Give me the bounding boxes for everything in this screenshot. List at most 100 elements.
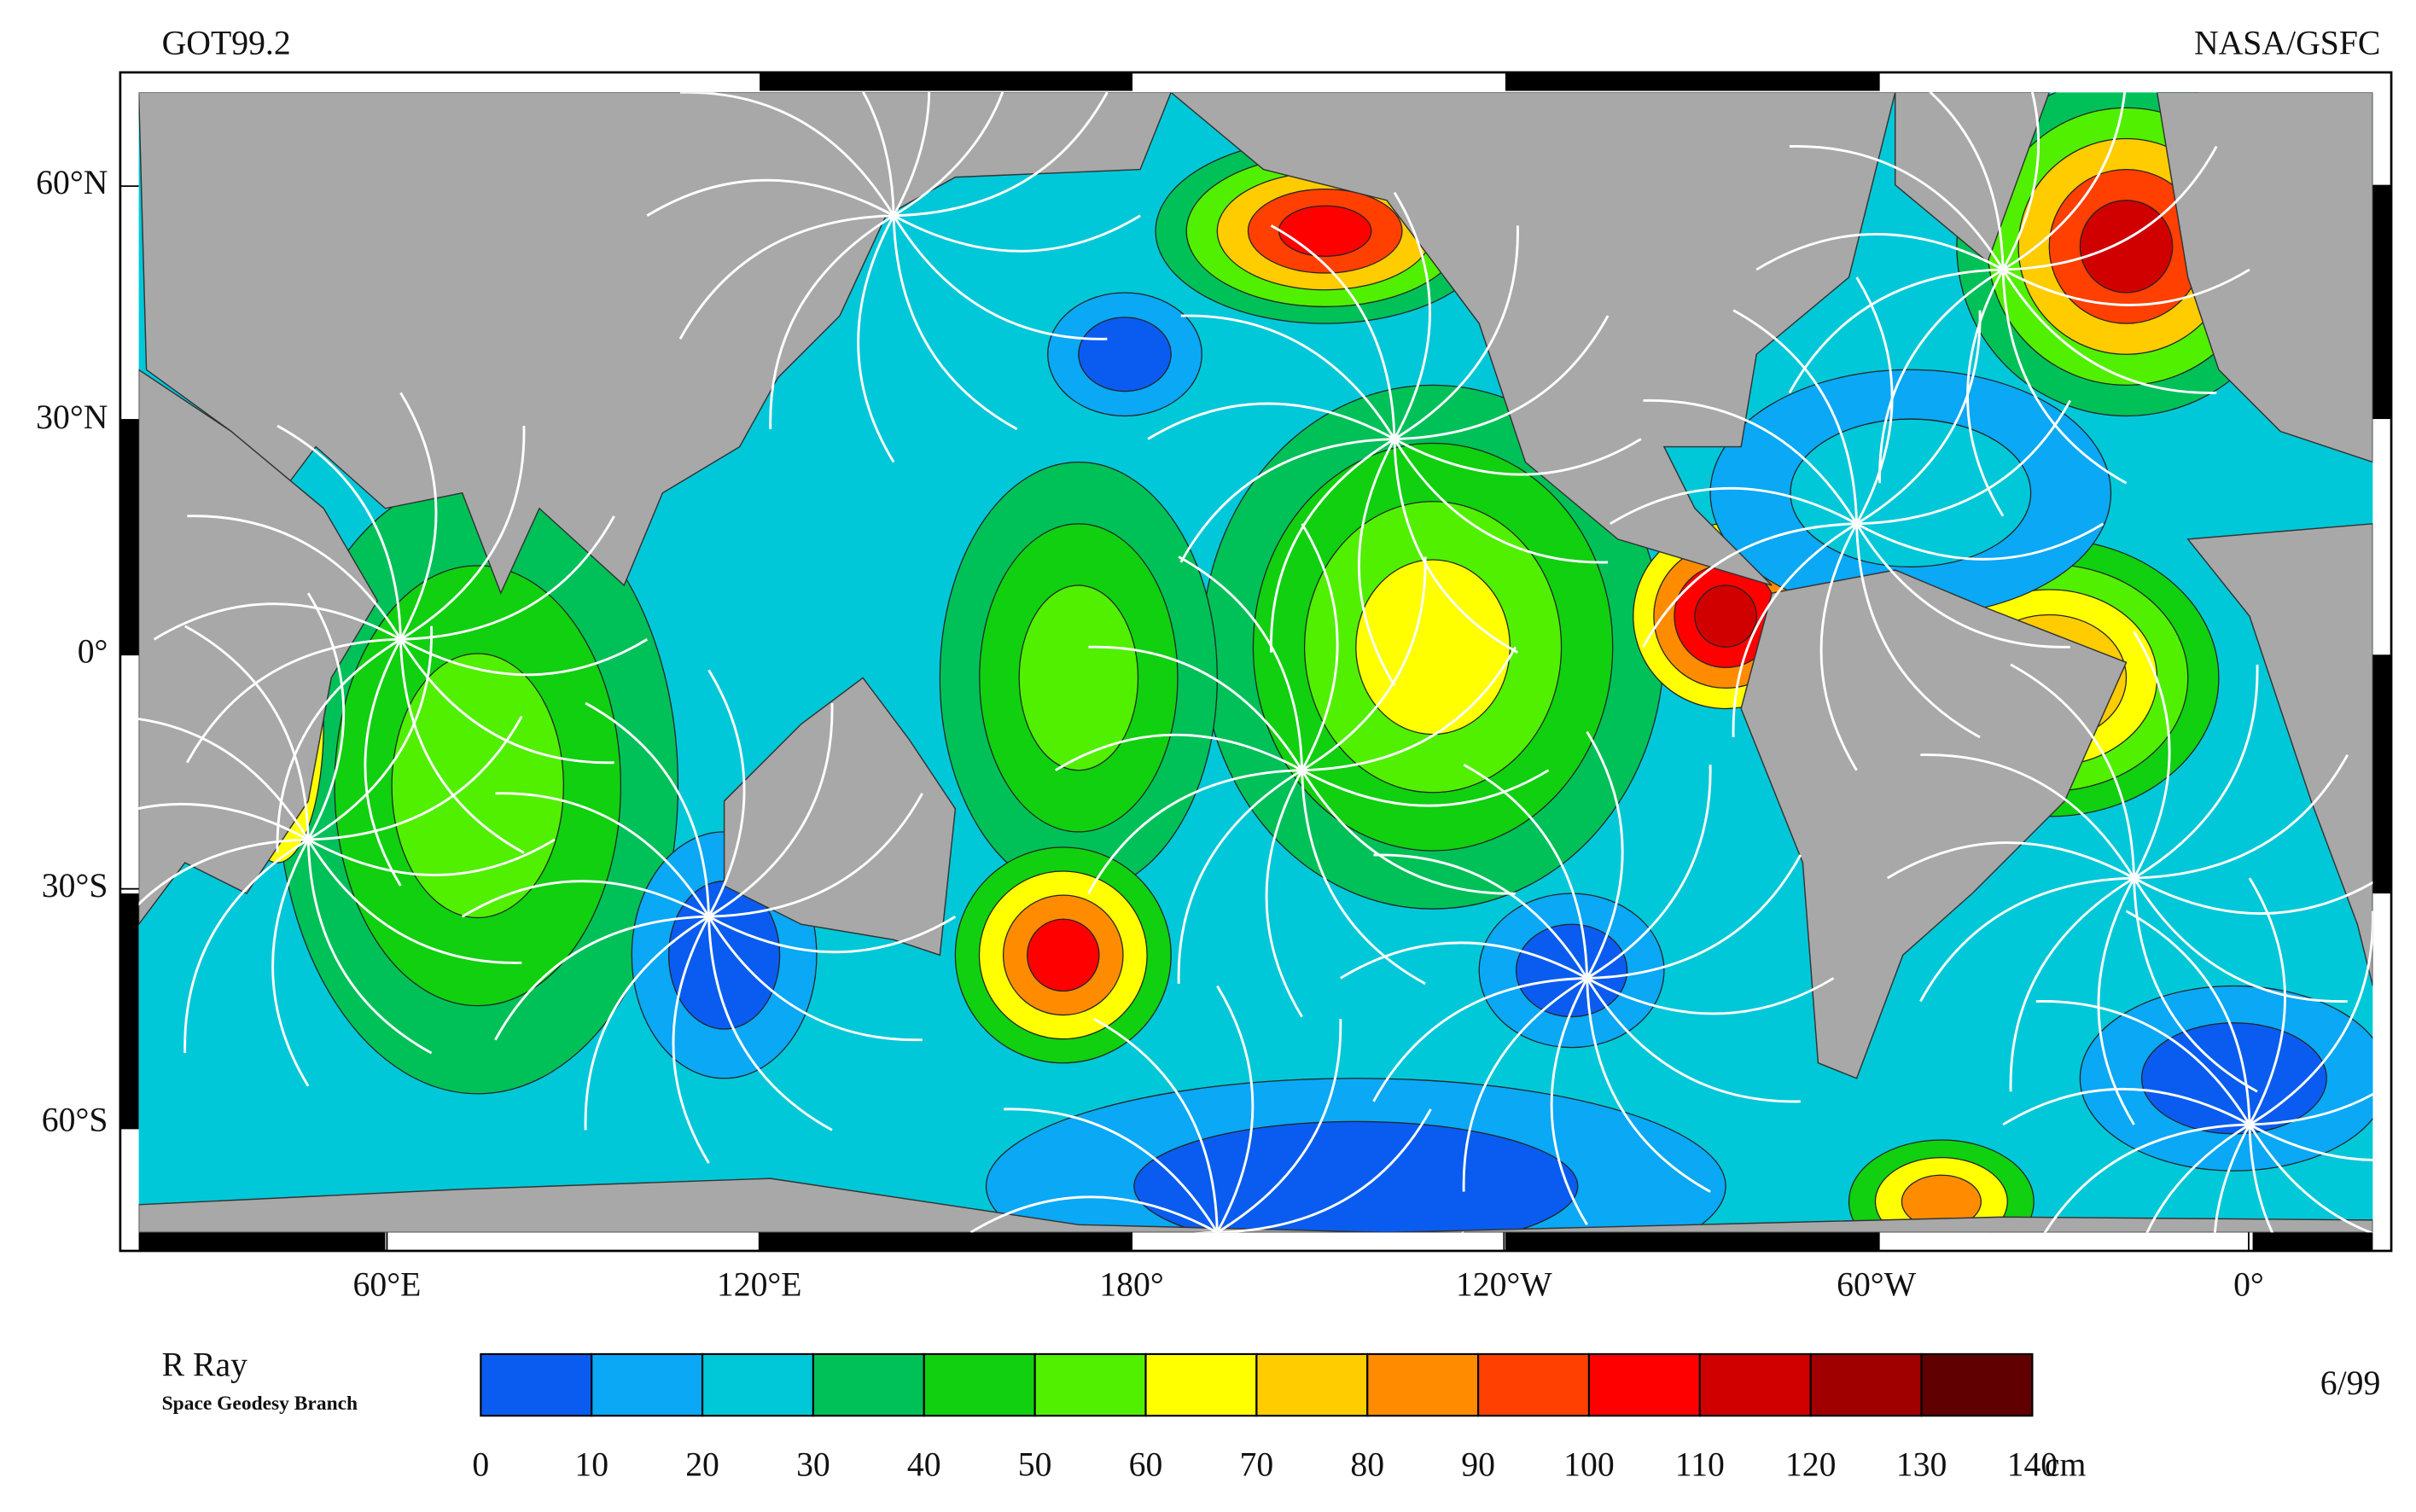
cotidal-line xyxy=(1147,402,1395,440)
cotidal-line xyxy=(187,515,402,640)
title: GOT99.2 xyxy=(162,24,291,61)
cotidal-line xyxy=(1394,225,1519,440)
group: Space Geodesy Branch xyxy=(162,1393,358,1415)
cotidal-line xyxy=(2001,269,2217,394)
cotidal-line xyxy=(646,178,894,218)
cotidal-line xyxy=(672,916,710,1164)
map-area xyxy=(138,92,2373,1233)
cotidal-line xyxy=(1586,978,1711,1193)
continents xyxy=(138,92,2373,1233)
author: R Ray xyxy=(162,1346,248,1383)
colorbar-bin xyxy=(1255,1352,1369,1417)
colorbar-bin xyxy=(480,1352,593,1417)
cotidal-line xyxy=(1393,439,1519,654)
cotidal-line xyxy=(2002,268,2250,306)
cotidal-line xyxy=(969,1195,1219,1233)
lon-label: 180° xyxy=(1099,1265,1163,1303)
cotidal-line xyxy=(1755,232,2004,271)
cotidal-line xyxy=(707,669,746,917)
cotidal-line xyxy=(1088,645,1303,771)
zone xyxy=(1355,559,1511,736)
cotidal-line xyxy=(1886,841,2135,880)
cotidal-line xyxy=(893,214,1141,253)
cotidal-line xyxy=(1270,438,1395,653)
colorbar-bin xyxy=(812,1352,925,1417)
lon-label: 0° xyxy=(2233,1265,2264,1303)
cotidal-line xyxy=(2248,1124,2274,1233)
colorbar-label: 110 xyxy=(1675,1446,1725,1484)
colorbar-label: 80 xyxy=(1350,1446,1384,1484)
cotidal-line xyxy=(1856,399,2071,526)
colorbar-label: 10 xyxy=(574,1446,608,1484)
cotidal-line xyxy=(2133,878,2258,1093)
cotidal-line xyxy=(1301,770,1426,986)
colorbar-bin xyxy=(1920,1352,2034,1417)
colorbar-label: 0 xyxy=(472,1446,489,1484)
cotidal-line xyxy=(2035,1000,2251,1125)
lon-label: 120°E xyxy=(717,1265,802,1303)
cotidal-line xyxy=(307,625,434,841)
colorbar-bin xyxy=(1477,1352,1591,1417)
colorbar-bin xyxy=(1033,1352,1147,1417)
cotidal-lines xyxy=(138,92,2373,1233)
cotidal-line xyxy=(1180,314,1396,440)
cotidal-line xyxy=(1819,523,1858,771)
colorbar-label: 50 xyxy=(1018,1446,1052,1484)
cotidal-line xyxy=(1586,854,1802,980)
cotidal-line xyxy=(1372,976,1587,1102)
cotidal-line xyxy=(399,426,526,641)
cotidal-line xyxy=(892,215,1108,340)
cotidal-line xyxy=(138,838,309,906)
zone xyxy=(1694,584,1757,648)
cotidal-line xyxy=(861,92,895,216)
colorbar-label: 40 xyxy=(907,1446,941,1484)
cotidal-line xyxy=(2248,877,2286,1125)
cotidal-line xyxy=(857,215,895,463)
cotidal-line xyxy=(306,839,433,1055)
cotidal-line xyxy=(1055,733,1303,771)
cotidal-line xyxy=(1394,438,1642,476)
cotidal-line xyxy=(1855,523,1981,739)
cotidal-line xyxy=(2249,910,2373,1126)
cotidal-line xyxy=(399,637,649,677)
lat-label: 0° xyxy=(78,632,108,670)
colorbar-label: 90 xyxy=(1461,1446,1495,1484)
zone xyxy=(1027,918,1100,992)
cotidal-line xyxy=(1301,646,1517,772)
cotidal-line xyxy=(1732,309,1859,524)
cotidal-line xyxy=(153,602,402,641)
zone xyxy=(1278,205,1372,257)
cotidal-line xyxy=(2003,145,2218,271)
cotidal-line xyxy=(892,92,931,217)
cotidal-line xyxy=(1732,522,1858,738)
cotidal-line xyxy=(2010,663,2135,879)
cotidal-line xyxy=(1609,486,1858,526)
cotidal-line xyxy=(1270,224,1396,439)
cotidal-line xyxy=(1216,985,1255,1233)
cotidal-line xyxy=(495,792,710,917)
cotidal-line xyxy=(306,839,522,964)
cotidal-line xyxy=(1093,1017,1219,1233)
cotidal-line xyxy=(1920,753,2135,879)
zone xyxy=(2079,200,2174,294)
lon-label: 60°W xyxy=(1837,1265,1917,1303)
cotidal-line xyxy=(494,915,709,1041)
cotidal-line xyxy=(277,424,402,640)
cotidal-line xyxy=(707,915,957,954)
lon-label: 120°W xyxy=(1456,1265,1552,1303)
cotidal-line xyxy=(584,915,710,1131)
cotidal-line xyxy=(1178,555,1304,771)
cotidal-line xyxy=(364,638,402,887)
cotidal-line xyxy=(1177,769,1303,984)
cotidal-line xyxy=(2001,92,2041,270)
colorbar-unit: cm xyxy=(2045,1446,2087,1484)
cotidal-line xyxy=(1855,276,1894,525)
cotidal-line xyxy=(1586,765,1712,980)
cotidal-line xyxy=(1643,398,1858,525)
cotidal-line xyxy=(1928,92,2005,270)
cotidal-line xyxy=(1586,977,1835,1015)
cotidal-line xyxy=(1788,268,2004,394)
